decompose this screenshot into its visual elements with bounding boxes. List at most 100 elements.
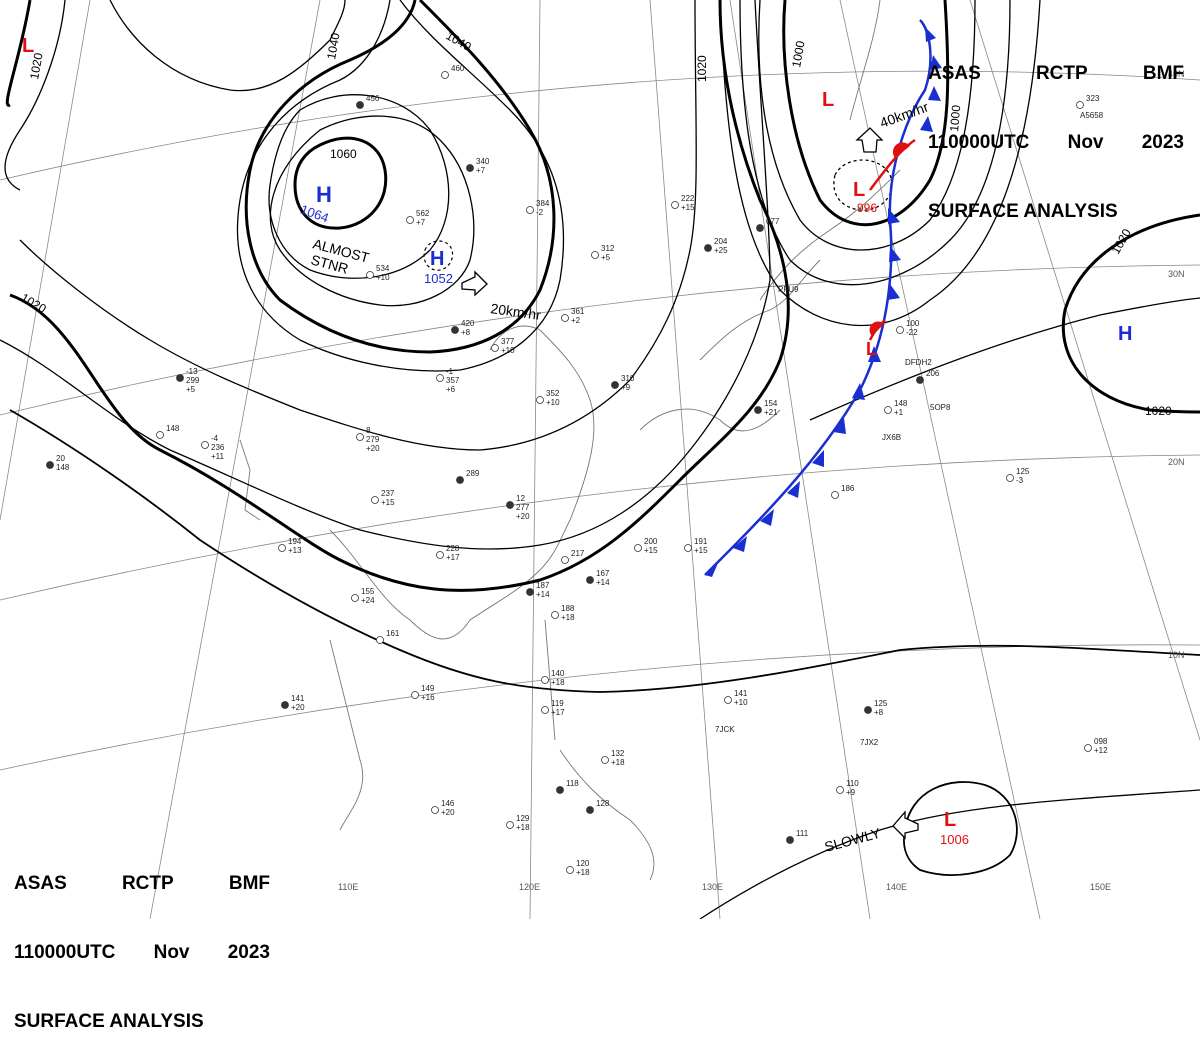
isobar-label: 1020: [27, 51, 45, 80]
station-plot: 222+15: [671, 194, 695, 212]
station-value: 323: [1086, 94, 1100, 103]
station-plot: 146+20: [431, 799, 455, 817]
station-value: +13: [288, 546, 302, 555]
station-value: +11: [211, 452, 225, 461]
station-value: 161: [386, 629, 400, 638]
station-circle-icon: [441, 71, 449, 79]
low-north-letter: L: [822, 89, 834, 111]
station-plot: 204+25: [704, 237, 728, 255]
station-circle-icon: [156, 431, 164, 439]
station-circle-icon: [896, 326, 904, 334]
header-station: RCTP: [121, 873, 174, 894]
station-value: +2: [571, 316, 581, 325]
station-circle-icon: [411, 691, 419, 699]
station-circle-icon: [551, 611, 559, 619]
chart-header-top-right: ASAS RCTP BMF 110000UTC Nov 2023 SURFACE ANA…: [928, 16, 1184, 246]
station-value: 237: [381, 489, 395, 498]
header-month: Nov: [1067, 132, 1104, 153]
station-circle-icon: [176, 374, 184, 382]
station-circle-icon: [756, 224, 764, 232]
warm-front: [868, 138, 916, 341]
station-plot: 562+7: [406, 209, 430, 227]
station-plot: 312+5: [591, 244, 615, 262]
station-plots: -13299+5-4236+1114820148-1357+68279+2028…: [46, 64, 1108, 877]
station-plot: 100-22: [896, 319, 920, 337]
station-plot: 361+2: [561, 307, 585, 325]
station-circle-icon: [836, 786, 844, 794]
station-plot: 125+8: [864, 699, 888, 717]
station-circle-icon: [561, 556, 569, 564]
station-value: 384: [536, 199, 550, 208]
station-plot: 310+9: [611, 374, 635, 392]
station-value: 188: [561, 604, 575, 613]
header-month: Nov: [153, 942, 190, 963]
station-circle-icon: [671, 201, 679, 209]
station-circle-icon: [634, 544, 642, 552]
station-circle-icon: [916, 376, 924, 384]
station-plot: 187+14: [526, 581, 550, 599]
station-plot: 155+24: [351, 587, 375, 605]
station-plot: 420+8: [451, 319, 475, 337]
station-circle-icon: [278, 544, 286, 552]
isobar-label: 1020: [695, 55, 709, 82]
station-circle-icon: [506, 821, 514, 829]
station-circle-icon: [506, 501, 514, 509]
station-value: 460: [451, 64, 465, 73]
station-circle-icon: [704, 244, 712, 252]
station-value: 186: [841, 484, 855, 493]
station-value: +14: [596, 578, 610, 587]
station-value: +18: [516, 823, 530, 832]
station-circle-icon: [541, 706, 549, 714]
station-plot: 125-3: [1006, 467, 1030, 485]
station-value: 132: [611, 749, 625, 758]
low-front-letter: L: [866, 339, 877, 359]
station-circle-icon: [611, 381, 619, 389]
station-circle-icon: [786, 836, 794, 844]
isobar-label: 1060: [330, 147, 357, 161]
station-value: 200: [644, 537, 658, 546]
station-id: A5658: [1080, 111, 1104, 120]
station-value: 120: [576, 859, 590, 868]
station-circle-icon: [566, 866, 574, 874]
station-circle-icon: [601, 756, 609, 764]
header-code: BMF: [228, 873, 270, 894]
lat-label: 20N: [1168, 457, 1185, 467]
station-value: 129: [516, 814, 530, 823]
isobar-label: 1020: [1145, 404, 1172, 418]
station-value: 562: [416, 209, 430, 218]
station-plot: 384-2: [526, 199, 550, 217]
station-value: 149: [421, 684, 435, 693]
high-main-letter: H: [316, 182, 332, 207]
station-value: 191: [694, 537, 708, 546]
station-circle-icon: [754, 406, 762, 414]
station-plot: 141+20: [281, 694, 305, 712]
lat-label: 40N: [1168, 69, 1185, 79]
station-value: +15: [381, 498, 395, 507]
station-circle-icon: [201, 441, 209, 449]
motion-arrows: [461, 127, 919, 840]
station-circle-icon: [491, 344, 499, 352]
station-circle-icon: [371, 496, 379, 504]
station-value: 12: [516, 494, 525, 503]
low-center-letter: L: [853, 179, 865, 201]
lat-label: 10N: [1168, 650, 1185, 660]
station-value: 167: [596, 569, 610, 578]
station-plot: 340+7: [466, 157, 490, 175]
station-plot: 140+18: [541, 669, 565, 687]
header-time: 110000UTC: [928, 132, 1030, 153]
station-circle-icon: [864, 706, 872, 714]
station-plot: 377+10: [491, 337, 515, 355]
station-value: 187: [536, 581, 550, 590]
station-circle-icon: [1006, 474, 1014, 482]
station-value: 125: [1016, 467, 1030, 476]
station-value: 222: [681, 194, 695, 203]
station-id: 7JX2: [860, 738, 879, 747]
station-value: 420: [461, 319, 475, 328]
station-value: +20: [291, 703, 305, 712]
station-value: +9: [846, 788, 856, 797]
station-value: 110: [846, 779, 859, 788]
cold-front: [704, 19, 942, 577]
station-circle-icon: [1084, 744, 1092, 752]
station-circle-icon: [536, 396, 544, 404]
